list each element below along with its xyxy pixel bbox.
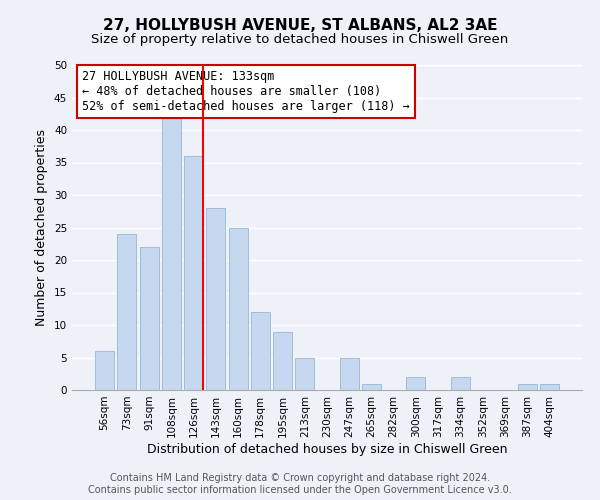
Bar bbox=[540, 384, 559, 390]
Bar bbox=[362, 384, 381, 390]
X-axis label: Distribution of detached houses by size in Chiswell Green: Distribution of detached houses by size … bbox=[147, 442, 507, 456]
Bar bbox=[184, 156, 203, 390]
Bar bbox=[340, 358, 359, 390]
Bar bbox=[140, 247, 158, 390]
Bar bbox=[273, 332, 292, 390]
Y-axis label: Number of detached properties: Number of detached properties bbox=[35, 129, 49, 326]
Bar bbox=[295, 358, 314, 390]
Bar bbox=[206, 208, 225, 390]
Bar bbox=[518, 384, 536, 390]
Text: 27 HOLLYBUSH AVENUE: 133sqm
← 48% of detached houses are smaller (108)
52% of se: 27 HOLLYBUSH AVENUE: 133sqm ← 48% of det… bbox=[82, 70, 410, 113]
Bar bbox=[451, 377, 470, 390]
Bar bbox=[229, 228, 248, 390]
Text: Size of property relative to detached houses in Chiswell Green: Size of property relative to detached ho… bbox=[91, 32, 509, 46]
Text: 27, HOLLYBUSH AVENUE, ST ALBANS, AL2 3AE: 27, HOLLYBUSH AVENUE, ST ALBANS, AL2 3AE bbox=[103, 18, 497, 32]
Bar bbox=[118, 234, 136, 390]
Bar bbox=[406, 377, 425, 390]
Text: Contains HM Land Registry data © Crown copyright and database right 2024.
Contai: Contains HM Land Registry data © Crown c… bbox=[88, 474, 512, 495]
Bar bbox=[95, 351, 114, 390]
Bar bbox=[251, 312, 270, 390]
Bar bbox=[162, 117, 181, 390]
